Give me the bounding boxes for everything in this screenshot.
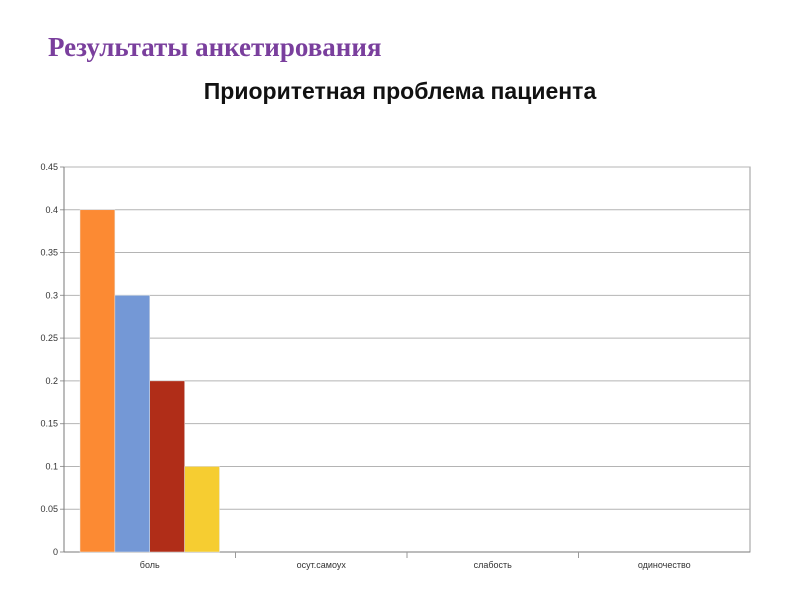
bar — [114, 295, 150, 553]
y-tick-label: 0.15 — [40, 419, 58, 429]
slide-title: Результаты анкетирования — [48, 32, 382, 62]
y-tick-label: 0.05 — [40, 504, 58, 514]
y-tick-label: 0.45 — [40, 162, 58, 172]
x-tick-label: слабость — [474, 560, 513, 570]
bar — [184, 466, 220, 553]
x-tick-label: боль — [140, 560, 160, 570]
x-tick-label: осут.самоух — [297, 560, 347, 570]
y-tick-label: 0.4 — [45, 205, 58, 215]
x-tick-label: одиночество — [638, 560, 691, 570]
bar — [149, 380, 185, 553]
y-tick-label: 0.35 — [40, 248, 58, 258]
chart-title: Приоритетная проблема пациента — [203, 78, 597, 104]
y-tick-label: 0 — [53, 547, 58, 557]
y-tick-label: 0.25 — [40, 333, 58, 343]
y-tick-label: 0.2 — [45, 376, 58, 386]
y-tick-label: 0.3 — [45, 290, 58, 300]
bar — [79, 209, 116, 553]
y-tick-label: 0.1 — [45, 461, 58, 471]
